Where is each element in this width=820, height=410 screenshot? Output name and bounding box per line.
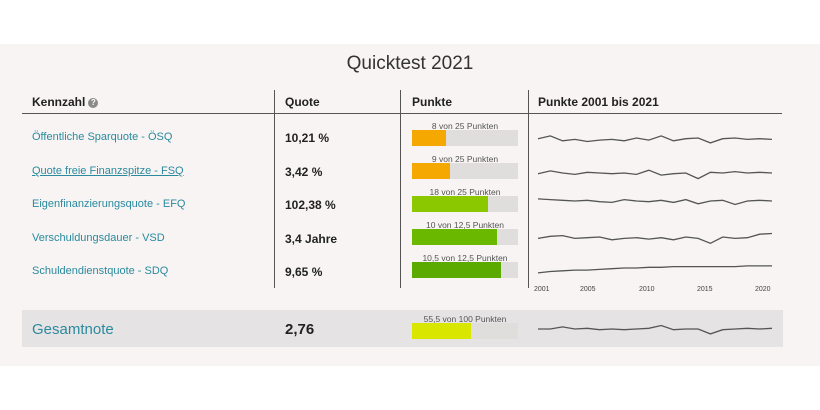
trend-line [537, 198, 773, 206]
column-divider [528, 90, 529, 288]
column-divider [400, 90, 401, 288]
points-bar-fill [412, 163, 451, 179]
total-points-caption: 55,5 von 100 Punkten [423, 314, 507, 324]
trend-line [537, 135, 773, 144]
points-caption: 18 von 25 Punkten [429, 187, 501, 197]
header-quote: Quote [285, 95, 320, 109]
trend-sparkline [537, 232, 773, 245]
kennzahl-link-vsd[interactable]: Verschuldungsdauer - VSD [32, 232, 165, 244]
points-bar [412, 262, 518, 278]
trend-line [538, 324, 773, 335]
quote-value: 9,65 % [285, 265, 323, 279]
total-points-bar [412, 323, 518, 339]
axis-year-label: 2010 [639, 286, 655, 293]
header-kennzahl: Kennzahl? [32, 95, 99, 109]
points-bar [412, 229, 518, 245]
trend-sparkline [537, 135, 773, 144]
header-divider [22, 113, 782, 114]
points-caption: 10 von 12,5 Punkten [426, 220, 504, 230]
help-icon[interactable]: ? [88, 98, 99, 108]
points-bar-fill [412, 196, 489, 212]
points-bar [412, 130, 518, 146]
quote-value: 10,21 % [285, 131, 330, 145]
points-bar [412, 163, 518, 179]
points-caption: 8 von 25 Punkten [431, 121, 499, 131]
header-punkte: Punkte [412, 95, 453, 109]
trend-line [537, 265, 772, 274]
points-bar-fill [412, 229, 497, 245]
total-trend-sparkline [538, 324, 773, 335]
points-bar-fill [412, 323, 471, 339]
total-label: Gesamtnote [32, 321, 114, 338]
kennzahl-link-fsq[interactable]: Quote freie Finanzspitze - FSQ [32, 165, 184, 177]
total-quote: 2,76 [285, 321, 315, 338]
points-bar-fill [412, 130, 446, 146]
total-row [22, 310, 783, 347]
header-trend: Punkte 2001 bis 2021 [538, 95, 659, 109]
points-caption: 10,5 von 12,5 Punkten [422, 253, 508, 263]
axis-year-label: 2015 [697, 286, 713, 293]
quote-value: 3,42 % [285, 165, 323, 179]
column-divider [274, 90, 275, 288]
points-bar-fill [412, 262, 502, 278]
axis-year-label: 2005 [580, 286, 596, 293]
trend-line [537, 232, 773, 245]
kennzahl-link-osq[interactable]: Öffentliche Sparquote - ÖSQ [32, 131, 173, 143]
header-kennzahl-label: Kennzahl [32, 95, 86, 109]
axis-year-label: 2020 [755, 286, 771, 293]
trend-sparkline [537, 169, 773, 180]
trend-sparkline [537, 198, 773, 206]
quote-value: 3,4 Jahre [285, 232, 338, 246]
kennzahl-link-sdq[interactable]: Schuldendienstquote - SDQ [32, 265, 169, 277]
quote-value: 102,38 % [285, 198, 336, 212]
trend-sparkline [537, 265, 772, 274]
points-caption: 9 von 25 Punkten [431, 154, 499, 164]
axis-year-label: 2001 [534, 286, 550, 293]
kennzahl-link-efq[interactable]: Eigenfinanzierungsquote - EFQ [32, 198, 186, 210]
page-title: Quicktest 2021 [346, 53, 474, 74]
trend-line [537, 169, 773, 180]
points-bar [412, 196, 518, 212]
